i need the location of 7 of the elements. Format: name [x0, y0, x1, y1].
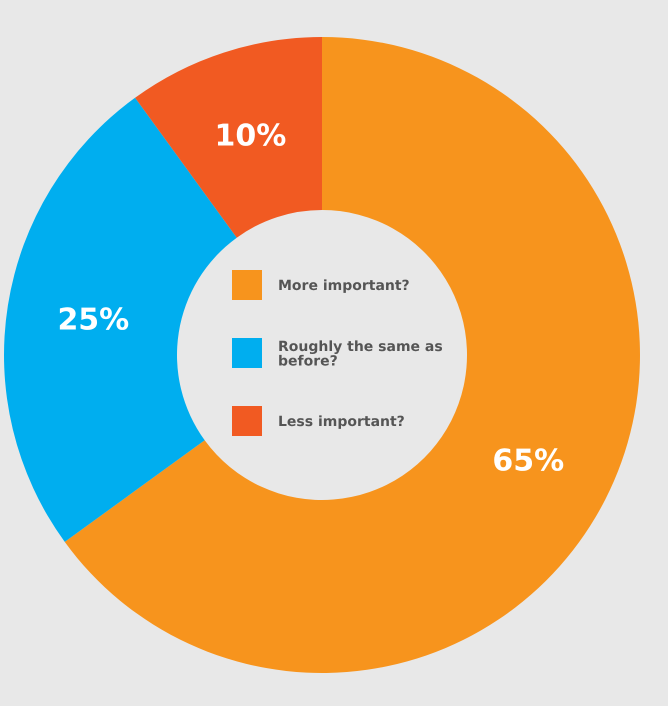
legend-label: More important?	[278, 278, 410, 294]
data-label: 10%	[214, 118, 286, 154]
data-label: 65%	[492, 444, 564, 479]
legend-label: Roughly the same as before?	[278, 338, 443, 370]
legend-label: Less important?	[278, 414, 405, 430]
data-label: 25%	[57, 302, 130, 338]
donut-slice	[135, 37, 322, 238]
